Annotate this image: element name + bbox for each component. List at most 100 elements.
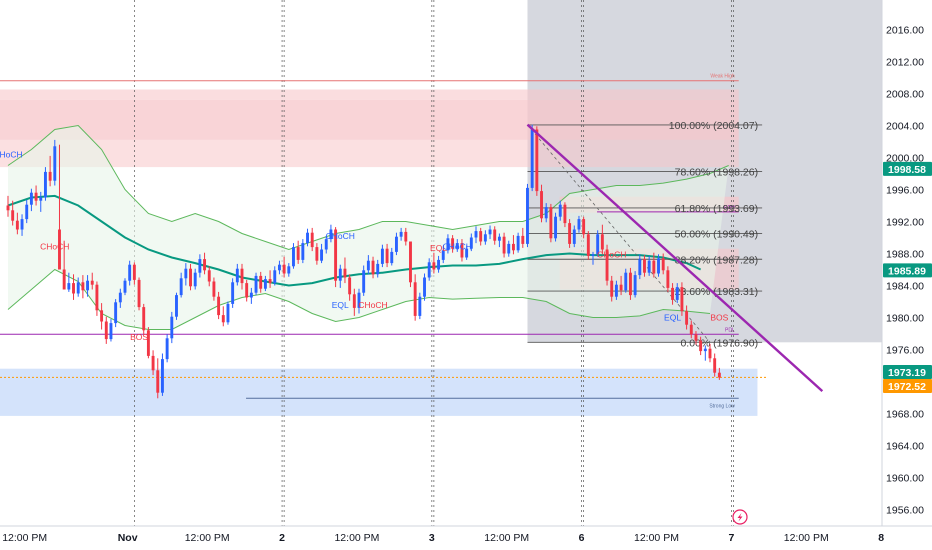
candle [600,234,604,250]
structure-label: CHoCH [443,242,472,252]
y-tick-label: 1984.00 [886,281,924,293]
candle [685,311,689,325]
candle [474,231,478,238]
price-tag-label: 1998.58 [888,164,926,176]
y-tick-label: 1988.00 [886,249,924,261]
candle [207,270,211,282]
candle [245,283,249,298]
candle [128,264,132,281]
candle [521,235,525,244]
candle [633,275,637,296]
candle [371,260,375,275]
candle [460,243,464,258]
structure-label: BOS [710,313,728,323]
candle [277,264,281,271]
candle [226,303,230,323]
candle [680,287,684,312]
candle [465,248,469,258]
candle [170,316,174,339]
structure-label: BOS [130,332,148,342]
level-label: Weak High [710,74,735,80]
fib-level-label: 50.00% (1990.49) [675,229,758,241]
candle [717,372,721,378]
candle [577,219,581,230]
price-tag [883,378,932,393]
candle [287,266,291,274]
candle [661,258,665,271]
candle [628,272,632,296]
x-tick-label: 12:00 PM [185,532,230,544]
x-tick-label: 12:00 PM [484,532,529,544]
candle [343,268,347,278]
candle [249,292,253,298]
candle [469,237,473,249]
candle [137,279,141,308]
demand-zone [0,368,758,416]
x-tick-label: 3 [429,532,435,544]
candle [142,307,146,331]
x-tick-label: Nov [118,532,138,544]
level-label: Strong Low [709,403,735,409]
candle [100,310,104,322]
candle [699,340,703,352]
candle [544,207,548,219]
candle [596,234,600,255]
candle [175,295,178,317]
candle [614,284,618,297]
candle [320,249,324,261]
supply-zone [0,99,739,140]
structure-label: EQL [430,243,447,253]
candle [638,259,642,276]
candle [254,275,258,293]
candle [652,260,656,274]
candle [591,254,595,256]
candle [366,260,370,271]
candle [221,315,225,323]
candle [568,223,572,244]
candle [123,280,127,293]
candle [118,292,122,303]
candle [15,220,19,230]
x-tick-label: 7 [728,532,734,544]
x-tick-label: 12:00 PM [2,532,47,544]
trendline[interactable] [526,123,824,392]
candle [432,262,436,270]
y-tick-label: 1960.00 [886,473,924,485]
x-tick-label: 2 [279,532,285,544]
candle [413,282,417,316]
structure-label: EQL [332,300,349,310]
candle [329,229,333,240]
candle [540,191,543,219]
candle [20,219,24,230]
candle [427,262,431,278]
y-tick-label: 2008.00 [886,89,924,101]
candle [563,204,567,224]
x-axis-panel [0,526,932,550]
candle [90,280,94,285]
candle [385,248,389,264]
candle [235,268,239,283]
candle [48,171,52,181]
fib-level-label: 0.00% (1976.90) [680,337,758,349]
price-tag-label: 1985.89 [888,265,926,277]
candle [231,282,235,304]
candle [530,129,534,188]
y-tick-label: 2016.00 [886,25,924,37]
candle [146,330,150,356]
candle [43,171,47,198]
candle [535,129,539,192]
price-tag-label: 1972.52 [888,381,926,393]
fib-level-label: 23.60% (1983.31) [675,286,758,298]
structure-label: CHoCH [597,250,626,260]
candle [511,243,515,251]
x-tick-label: 12:00 PM [334,532,379,544]
x-tick-label: 8 [878,532,884,544]
candle [554,216,558,239]
candle [409,241,412,283]
candle [282,264,286,274]
lightning-icon[interactable] [732,509,748,525]
candle [217,296,221,316]
candle [29,192,33,205]
y-tick-label: 1968.00 [886,409,924,421]
